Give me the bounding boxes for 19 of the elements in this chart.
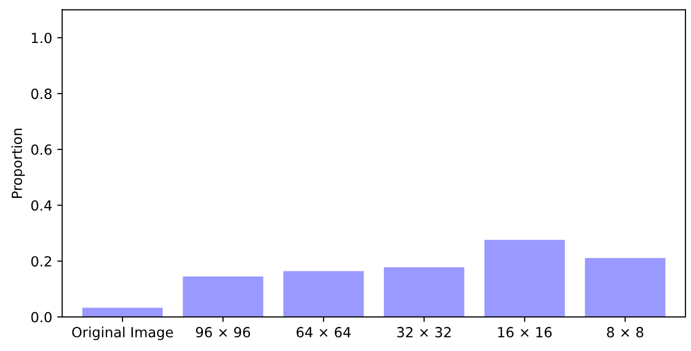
y-tick-label: 0.0: [31, 312, 52, 322]
y-tick-label: 0.6: [31, 144, 52, 155]
bar: [283, 271, 364, 317]
x-tick-label: 16 × 16: [498, 326, 552, 338]
bar: [384, 267, 464, 317]
x-tick-label: 32 × 32: [397, 326, 451, 338]
x-tick-label: Original Image: [72, 326, 173, 340]
bar: [82, 308, 163, 317]
bar: [584, 258, 666, 317]
bar: [484, 240, 565, 317]
y-tick-label: 0.2: [31, 256, 52, 267]
y-tick-label: 0.8: [31, 88, 52, 100]
x-tick-label: 96 × 96: [196, 326, 250, 338]
x-tick-label: 8 × 8: [607, 326, 644, 338]
x-tick-label: 64 × 64: [296, 326, 351, 338]
bar: [182, 276, 264, 317]
y-tick-label: 1.0: [32, 32, 52, 44]
y-axis-title: Proportion: [11, 128, 25, 198]
y-tick-label: 0.4: [31, 200, 52, 211]
